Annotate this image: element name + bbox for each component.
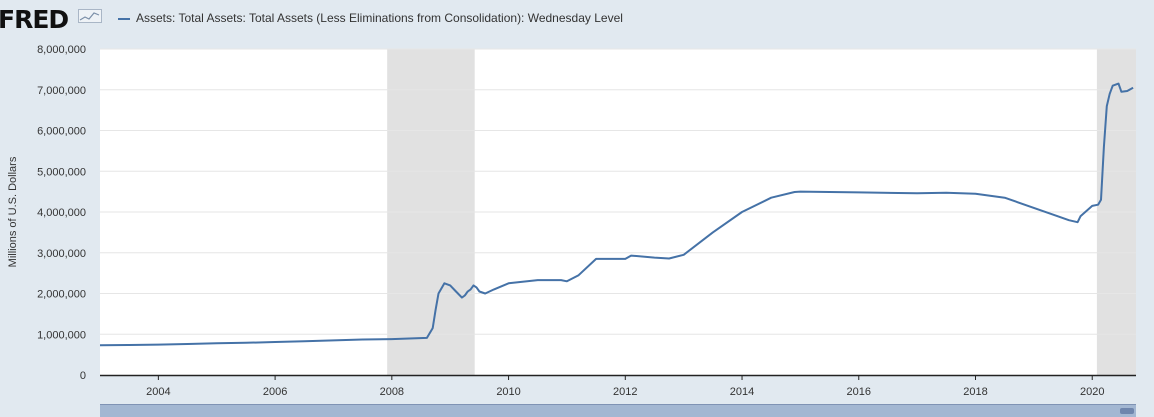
- x-tick-label: 2006: [263, 386, 287, 398]
- y-tick-label: 2,000,000: [37, 289, 86, 301]
- fred-logo[interactable]: FRED: [0, 5, 69, 34]
- y-tick-label: 6,000,000: [37, 126, 86, 138]
- sparkline-chart-icon: [78, 9, 102, 23]
- range-navigator[interactable]: [100, 404, 1136, 417]
- x-tick-label: 2012: [613, 386, 637, 398]
- axes: 0 1,000,000 2,000,000 3,000,000 4,000,000 5,0…: [37, 44, 1136, 398]
- y-axis-label: Millions of U.S. Dollars: [7, 156, 19, 267]
- x-tick-label: 2014: [730, 386, 754, 398]
- x-tick-label: 2018: [963, 386, 987, 398]
- series-line[interactable]: [99, 82, 1134, 347]
- y-tick-label: 7,000,000: [37, 85, 86, 97]
- legend-swatch: [118, 17, 130, 20]
- legend-label: Assets: Total Assets: Total Assets (Less…: [136, 11, 623, 25]
- y-tick-label: 1,000,000: [37, 329, 86, 341]
- y-tick-label: 4,000,000: [37, 207, 86, 219]
- y-tick-label: 8,000,000: [37, 44, 86, 56]
- x-tick-label: 2008: [380, 386, 404, 398]
- series-layer: [99, 82, 1134, 347]
- x-tick-label: 2016: [847, 386, 871, 398]
- x-tick-label: 2020: [1080, 386, 1104, 398]
- x-tick-label: 2010: [496, 386, 520, 398]
- gridlines: [100, 48, 1136, 335]
- y-tick-label: 3,000,000: [37, 248, 86, 260]
- y-tick-label: 5,000,000: [37, 166, 86, 178]
- x-tick-label: 2004: [146, 386, 170, 398]
- navigator-handle[interactable]: [1120, 408, 1134, 414]
- legend[interactable]: Assets: Total Assets: Total Assets (Less…: [118, 11, 623, 25]
- chart-header: FRED Assets: Total Assets: Total Assets …: [0, 0, 1154, 40]
- y-tick-label: 0: [80, 370, 86, 382]
